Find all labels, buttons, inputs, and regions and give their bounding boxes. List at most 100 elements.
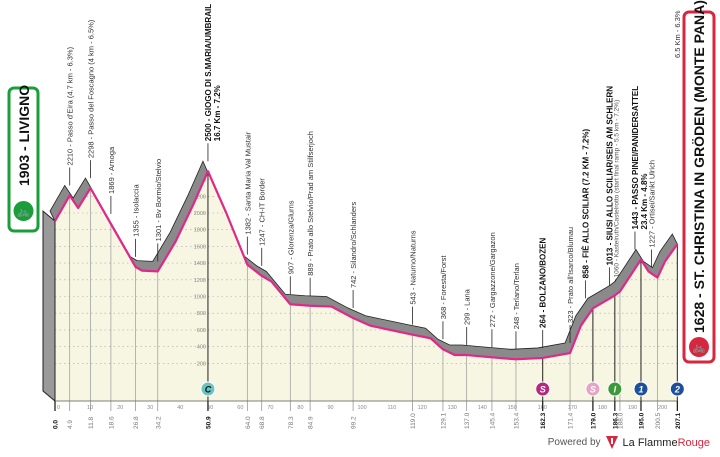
place-label: 889 - Prato allo Stelvio/Prad am Stilfse… bbox=[306, 131, 315, 276]
profile-line bbox=[54, 170, 679, 361]
km-mark-label: 26.8 bbox=[133, 416, 140, 429]
place-label: 272 - Gargazzone/Gargazon bbox=[488, 232, 497, 327]
km-mark-label: 68.8 bbox=[259, 416, 266, 429]
place-label: 858 - FIÈ ALLO SCILIAR (7.2 KM - 7.2%) bbox=[581, 129, 590, 279]
x-tick-label: 40 bbox=[177, 405, 183, 411]
km-mark-label: 195.0 bbox=[638, 412, 645, 429]
y-tick-label: 1600 bbox=[194, 244, 206, 250]
km-mark-label: 84.9 bbox=[308, 416, 315, 429]
x-tick-label: 50 bbox=[207, 405, 213, 411]
climb-stats-label: 23.4 Km - 4.8% bbox=[640, 173, 649, 229]
place-label: 264 - BOLZANO/BOZEN bbox=[539, 238, 548, 328]
km-mark-label: 78.3 bbox=[288, 416, 295, 429]
powered-by: Powered by La FlammeRouge bbox=[548, 436, 710, 449]
km-mark-label: 119.0 bbox=[410, 413, 417, 429]
place-label: 2298 - Passo del Foscagno (4 km - 6.5%) bbox=[86, 19, 95, 158]
badge-letter: I bbox=[614, 385, 617, 395]
place-label: 1013 - SIUSI ALLO SCILIAR/SEIS AM SCHLER… bbox=[605, 86, 614, 266]
km-mark-label: 162.3 bbox=[540, 412, 547, 429]
km-mark-label: 179.0 bbox=[590, 412, 597, 429]
place-label: 2210 - Passo d'Eira (4.7 km - 6.3%) bbox=[66, 46, 75, 165]
start-box: 1903 - LIVIGNO 🚲 bbox=[7, 85, 40, 233]
x-tick-label: 60 bbox=[237, 405, 243, 411]
powered-by-text: Powered by bbox=[547, 437, 601, 448]
y-tick-label: 600 bbox=[197, 328, 206, 334]
km-mark-label: 137.0 bbox=[464, 412, 471, 429]
place-label: 1869 - Arnoga bbox=[107, 146, 116, 194]
km-mark-label: 99.2 bbox=[351, 416, 358, 429]
gpm-cat1-badge-icon bbox=[633, 381, 649, 397]
y-tick-label: 1400 bbox=[194, 261, 206, 267]
place-label: 1355 - Isolaccia bbox=[132, 183, 141, 236]
badge-letter: 1 bbox=[638, 385, 643, 395]
sprint-badge: S bbox=[585, 381, 601, 397]
place-label: 907 - Glorenza/Glurns bbox=[286, 200, 295, 274]
feed-zone-badge-icon bbox=[200, 381, 216, 397]
place-label: 248 - Terlano/Terlan bbox=[512, 263, 521, 329]
brand-name: La FlammeRouge bbox=[622, 436, 710, 449]
x-tick-label: 30 bbox=[147, 405, 153, 411]
sprint-badge-icon bbox=[535, 381, 551, 397]
feed-zone-badge: C bbox=[200, 381, 216, 397]
x-tick-label: 80 bbox=[297, 405, 303, 411]
place-label: 1247 - CH-IT Border bbox=[258, 178, 267, 246]
gpm-cat2-badge-icon bbox=[669, 381, 685, 397]
place-label: 2500 - GIOGO DI S.MARIA/UMBRAIL bbox=[204, 4, 213, 141]
km-mark-label: 153.4 bbox=[513, 412, 520, 429]
km-mark-label: 188.0 bbox=[617, 412, 624, 429]
x-tick-label: 0 bbox=[57, 405, 60, 411]
climb-stats-label: 16.7 Km - 7.2% bbox=[213, 85, 222, 141]
place-label: 543 - Naturno/Naturns bbox=[409, 230, 418, 304]
place-label: 742 - Silandro/Schlanders bbox=[349, 201, 358, 288]
profile-side-wall bbox=[42, 210, 56, 403]
flamme-rouge-logo-icon bbox=[605, 436, 618, 449]
km-mark-label: 0.0 bbox=[53, 420, 60, 429]
y-tick-label: 2000 bbox=[194, 211, 206, 217]
start-label: 1903 - LIVIGNO bbox=[16, 85, 32, 186]
x-tick-label: 130 bbox=[448, 405, 457, 411]
x-tick-label: 170 bbox=[568, 405, 577, 411]
x-tick-label: 100 bbox=[358, 405, 367, 411]
badge-letter: S bbox=[540, 385, 546, 395]
finish-climb-note: 6.5 Km - 6.3% bbox=[673, 10, 682, 58]
y-tick-label: 2200 bbox=[194, 194, 206, 200]
sprint-badge: S bbox=[535, 381, 551, 397]
intermediate-badge: I bbox=[607, 381, 623, 397]
y-tick-label: 800 bbox=[197, 311, 206, 317]
km-mark-label: 18.6 bbox=[108, 416, 115, 429]
place-label: 368 - Foresta/Forst bbox=[439, 255, 448, 320]
x-tick-label: 150 bbox=[508, 405, 517, 411]
sprint-badge-icon bbox=[585, 381, 601, 397]
badge-letter: 2 bbox=[674, 385, 680, 395]
km-mark-label: 4.9 bbox=[67, 420, 74, 429]
place-label: 323 - Prato all'Isarco/Blumau bbox=[566, 227, 575, 323]
cyclist-icon bbox=[13, 201, 34, 221]
y-tick-label: 200 bbox=[197, 361, 206, 367]
bike-glyph: 🚲 bbox=[692, 342, 706, 354]
x-tick-label: 180 bbox=[598, 405, 607, 411]
km-mark-label: 34.2 bbox=[155, 416, 162, 429]
x-tick-label: 120 bbox=[418, 405, 427, 411]
km-mark-label: 50.9 bbox=[205, 416, 212, 429]
place-label: 1060 - Kastelruth/Castelrotto (start fin… bbox=[613, 100, 620, 278]
gpm-cat1-badge: 1 bbox=[633, 381, 649, 397]
x-tick-label: 110 bbox=[388, 405, 397, 411]
finish-box: 1628 - ST. CHRISTINA IN GRÖDEN (MONTE PA… bbox=[673, 0, 716, 364]
x-tick-label: 140 bbox=[478, 405, 487, 411]
km-mark-label: 145.4 bbox=[489, 412, 496, 429]
x-tick-label: 20 bbox=[117, 405, 123, 411]
badge-letter: C bbox=[205, 385, 212, 395]
finish-label: 1628 - ST. CHRISTINA IN GRÖDEN (MONTE PA… bbox=[691, 0, 707, 333]
place-label: 1227 - Ortisei/Sankt Ulrich bbox=[647, 160, 656, 248]
x-tick-label: 70 bbox=[267, 405, 273, 411]
km-mark-label: 11.8 bbox=[88, 416, 95, 429]
km-mark-label: 171.4 bbox=[568, 412, 575, 429]
km-mark-label: 207.1 bbox=[675, 412, 682, 429]
y-tick-label: 1800 bbox=[194, 228, 206, 234]
gpm-cat2-badge: 2 bbox=[669, 381, 685, 397]
y-tick-label: 1200 bbox=[194, 278, 206, 284]
badge-letter: S bbox=[590, 385, 596, 395]
profile-area bbox=[55, 171, 678, 401]
